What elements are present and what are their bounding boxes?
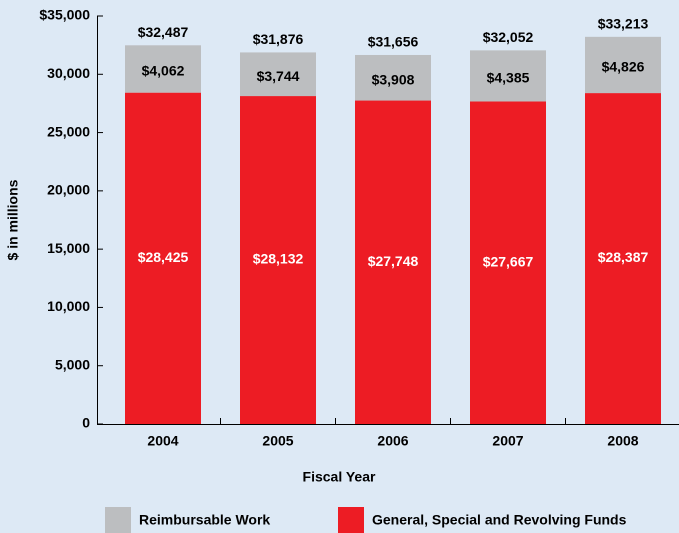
data-label: $28,387 <box>598 249 649 265</box>
legend-label: General, Special and Revolving Funds <box>372 512 627 528</box>
data-label: $4,826 <box>602 59 645 75</box>
legend-swatch <box>105 507 131 533</box>
y-axis-label: $ in millions <box>5 179 21 260</box>
y-tick-label: 15,000 <box>47 240 90 256</box>
y-tick-label: 5,000 <box>55 356 90 372</box>
data-label: $3,908 <box>372 71 415 87</box>
x-tick-label: 2007 <box>492 433 523 449</box>
data-label: $28,132 <box>253 251 304 267</box>
data-label: $27,667 <box>483 253 534 269</box>
bar-segment <box>125 45 201 93</box>
x-axis-label: Fiscal Year <box>303 469 376 485</box>
data-label: $4,385 <box>487 70 530 86</box>
total-label: $31,656 <box>368 34 419 50</box>
bar-segment <box>470 50 546 102</box>
y-tick-label: 10,000 <box>47 298 90 314</box>
bar-segment <box>355 100 431 424</box>
data-label: $4,062 <box>142 63 185 79</box>
bar-segment <box>240 96 316 425</box>
y-tick-label: $35,000 <box>39 7 90 23</box>
x-tick-label: 2008 <box>607 433 638 449</box>
bar-segment <box>470 101 546 425</box>
bar-segment <box>585 36 661 94</box>
total-label: $31,876 <box>253 31 304 47</box>
x-tick-label: 2005 <box>262 433 293 449</box>
total-label: $33,213 <box>598 16 649 32</box>
x-tick-label: 2004 <box>147 433 178 449</box>
y-tick-label: 20,000 <box>47 182 90 198</box>
bar-segment <box>355 54 431 101</box>
data-label: $3,744 <box>257 68 300 84</box>
y-tick-label: 30,000 <box>47 65 90 81</box>
bar-segment <box>585 93 661 424</box>
bar-segment <box>240 52 316 97</box>
y-tick-label: 0 <box>82 415 90 431</box>
legend-swatch <box>338 507 364 533</box>
total-label: $32,052 <box>483 29 534 45</box>
data-label: $28,425 <box>138 249 189 265</box>
total-label: $32,487 <box>138 24 189 40</box>
y-tick-label: 25,000 <box>47 123 90 139</box>
x-tick-label: 2006 <box>377 433 408 449</box>
legend-label: Reimbursable Work <box>139 512 270 528</box>
bar-segment <box>125 92 201 424</box>
data-label: $27,748 <box>368 253 419 269</box>
